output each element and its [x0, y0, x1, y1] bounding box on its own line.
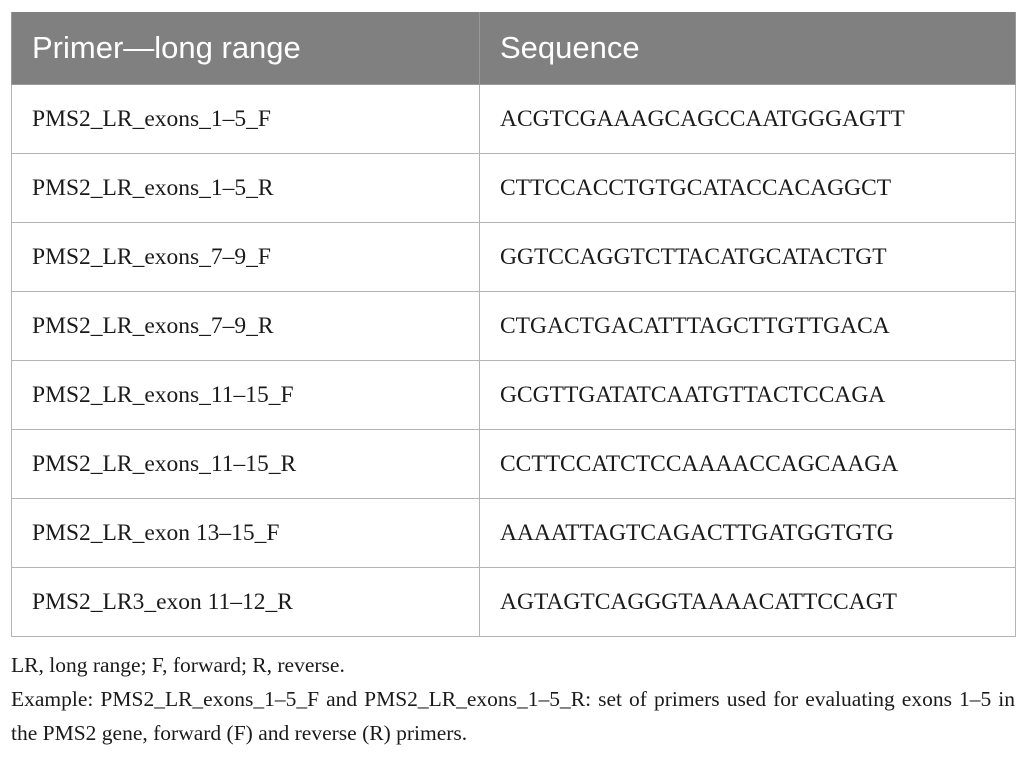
table-row: PMS2_LR_exons_11–15_F GCGTTGATATCAATGTTA… [11, 360, 1016, 430]
example-note: Example: PMS2_LR_exons_1–5_F and PMS2_LR… [11, 687, 1015, 745]
primer-name-cell: PMS2_LR_exons_7–9_R [11, 291, 480, 361]
primer-name-cell: PMS2_LR3_exon 11–12_R [11, 567, 480, 637]
table-footnotes: LR, long range; F, forward; R, reverse. … [11, 648, 1015, 750]
primer-name-cell: PMS2_LR_exons_1–5_R [11, 153, 480, 223]
table-row: PMS2_LR_exons_11–15_R CCTTCCATCTCCAAAACC… [11, 429, 1016, 499]
sequence-cell: GGTCCAGGTCTTACATGCATACTGT [479, 222, 1016, 292]
sequence-cell: AGTAGTCAGGGTAAAACATTCCAGT [479, 567, 1016, 637]
sequence-cell: GCGTTGATATCAATGTTACTCCAGA [479, 360, 1016, 430]
abbreviations-note: LR, long range; F, forward; R, reverse. [11, 653, 345, 677]
table-header-row: Primer—long range Sequence [11, 12, 1016, 85]
table-row: PMS2_LR_exon 13–15_F AAAATTAGTCAGACTTGAT… [11, 498, 1016, 568]
table-row: PMS2_LR_exons_1–5_F ACGTCGAAAGCAGCCAATGG… [11, 84, 1016, 154]
primer-name-cell: PMS2_LR_exons_11–15_F [11, 360, 480, 430]
sequence-cell: ACGTCGAAAGCAGCCAATGGGAGTT [479, 84, 1016, 154]
table-row: PMS2_LR_exons_7–9_F GGTCCAGGTCTTACATGCAT… [11, 222, 1016, 292]
table-row: PMS2_LR3_exon 11–12_R AGTAGTCAGGGTAAAACA… [11, 567, 1016, 637]
sequence-cell: CTTCCACCTGTGCATACCACAGGCT [479, 153, 1016, 223]
sequence-cell: CCTTCCATCTCCAAAACCAGCAAGA [479, 429, 1016, 499]
table-row: PMS2_LR_exons_7–9_R CTGACTGACATTTAGCTTGT… [11, 291, 1016, 361]
sequence-cell: AAAATTAGTCAGACTTGATGGTGTG [479, 498, 1016, 568]
sequence-cell: CTGACTGACATTTAGCTTGTTGACA [479, 291, 1016, 361]
primer-name-cell: PMS2_LR_exons_11–15_R [11, 429, 480, 499]
column-header-primer: Primer—long range [11, 12, 480, 85]
primer-name-cell: PMS2_LR_exons_1–5_F [11, 84, 480, 154]
primer-name-cell: PMS2_LR_exon 13–15_F [11, 498, 480, 568]
primer-table-container: Primer—long range Sequence PMS2_LR_exons… [11, 12, 1016, 637]
primer-table: Primer—long range Sequence PMS2_LR_exons… [11, 12, 1016, 637]
column-header-sequence: Sequence [479, 12, 1016, 85]
primer-name-cell: PMS2_LR_exons_7–9_F [11, 222, 480, 292]
table-row: PMS2_LR_exons_1–5_R CTTCCACCTGTGCATACCAC… [11, 153, 1016, 223]
